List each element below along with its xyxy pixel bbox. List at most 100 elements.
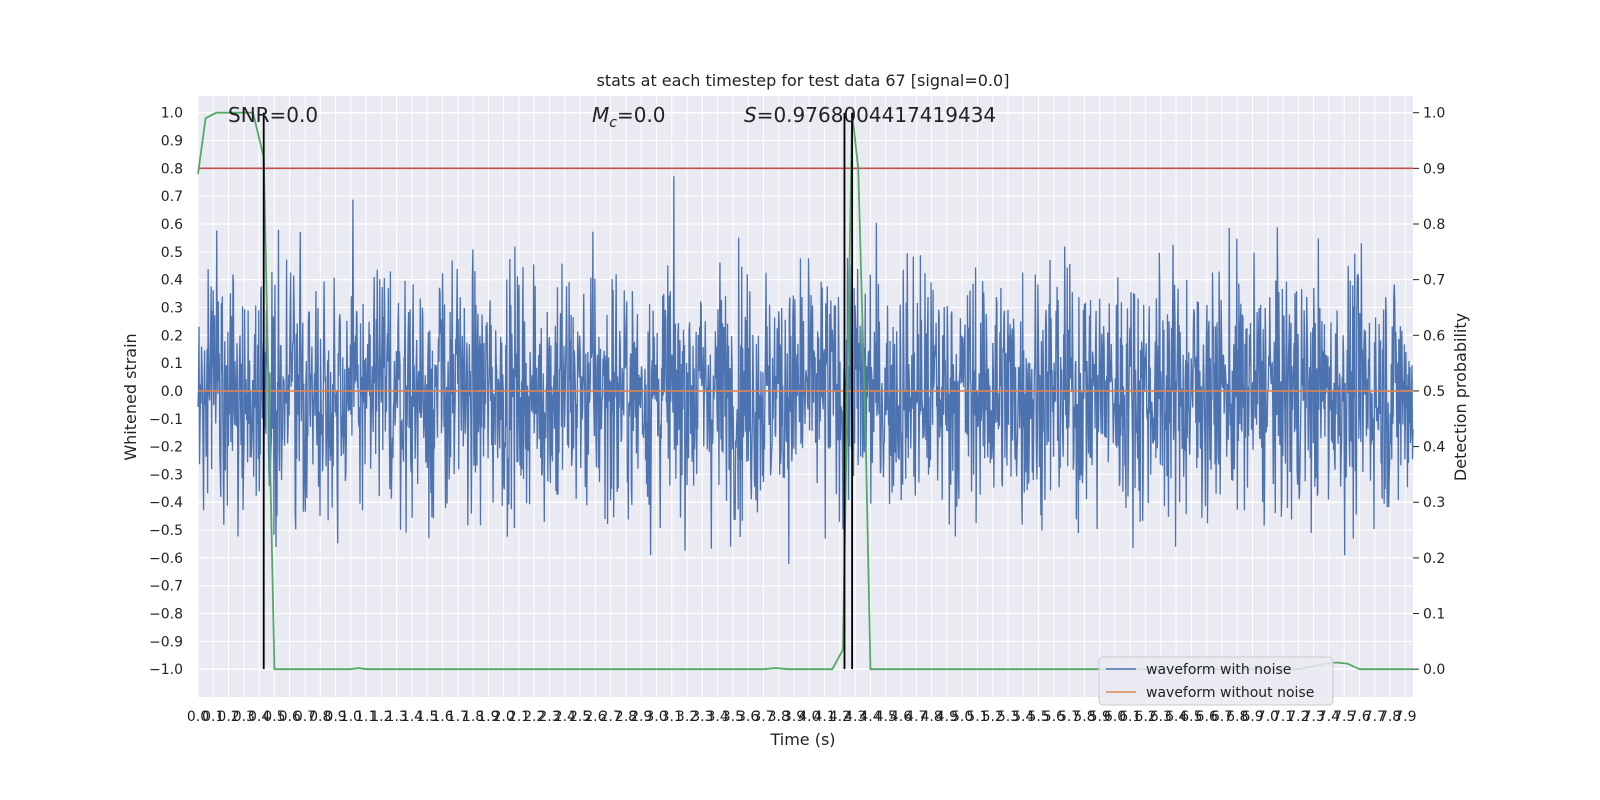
x-tick-label: 3.5 — [722, 709, 744, 725]
y-tick-label: 0.5 — [161, 245, 183, 261]
y-tick-label: 0.2 — [161, 328, 183, 344]
annotation-chirp-mass: Mc=0.0 — [592, 103, 666, 131]
y-tick-label: −0.9 — [149, 634, 183, 650]
y2-tick-label: 0.9 — [1423, 161, 1445, 177]
x-tick-label: 3.8 — [768, 709, 790, 725]
x-tick-label: 0.5 — [263, 709, 285, 725]
annotation-chirp-mass-symbol: M — [592, 103, 609, 127]
x-tick-label: 6.2 — [1134, 709, 1156, 725]
x-tick-label: 6.4 — [1165, 709, 1187, 725]
x-tick-label: 2.9 — [630, 709, 652, 725]
annotation-score-value: =0.9768004417419434 — [757, 103, 996, 127]
y2-tick-label: 0.3 — [1423, 495, 1445, 511]
x-tick-label: 1.5 — [416, 709, 438, 725]
x-tick-label: 1.9 — [477, 709, 499, 725]
legend: waveform with noise waveform without noi… — [1098, 656, 1334, 706]
annotation-snr: SNR=0.0 — [228, 103, 318, 127]
y-tick-label: −0.6 — [149, 551, 183, 567]
x-tick-label: 5.8 — [1073, 709, 1095, 725]
x-tick-label: 1.0 — [340, 709, 362, 725]
x-tick-label: 1.1 — [355, 709, 377, 725]
x-tick-label: 1.7 — [447, 709, 469, 725]
vertical-markers — [262, 112, 854, 670]
y-tick-label: −0.7 — [149, 579, 183, 595]
x-tick-label: 6.0 — [1104, 709, 1126, 725]
x-tick-label: 7.7 — [1364, 709, 1386, 725]
y2-tick-label: 0.8 — [1423, 217, 1445, 233]
legend-box — [1098, 656, 1334, 706]
x-tick-label: 6.5 — [1180, 709, 1202, 725]
y-tick-label: −0.8 — [149, 607, 183, 623]
x-tick-label: 5.6 — [1043, 709, 1065, 725]
x-tick-label: 7.9 — [1394, 709, 1416, 725]
y2-tick-label: 0.5 — [1423, 384, 1445, 400]
x-tick-label: 5.2 — [982, 709, 1004, 725]
y-tick-label: 0.9 — [161, 134, 183, 150]
y-tick-label: −0.2 — [149, 440, 183, 456]
legend-label-without-noise: waveform without noise — [1146, 685, 1314, 701]
x-tick-label: 5.9 — [1089, 709, 1111, 725]
y2-tick-label: 0.4 — [1423, 440, 1445, 456]
y-tick-label: −0.4 — [149, 495, 183, 511]
x-tick-label: 3.6 — [737, 709, 759, 725]
annotation-score-symbol: S — [744, 103, 757, 127]
x-tick-label: 2.8 — [615, 709, 637, 725]
y-tick-label: 0.1 — [161, 356, 183, 372]
x-tick-label: 4.8 — [920, 709, 942, 725]
x-tick-label: 5.1 — [966, 709, 988, 725]
x-tick-label: 4.1 — [813, 709, 835, 725]
series-waveform-with-noise — [197, 176, 1414, 565]
x-tick-label: 1.3 — [386, 709, 408, 725]
x-tick-label: 6.6 — [1196, 709, 1218, 725]
x-tick-label: 3.7 — [752, 709, 774, 725]
y2-tick-label: 0.7 — [1423, 273, 1445, 289]
x-tick-label: 0.8 — [309, 709, 331, 725]
x-tick-label: 6.8 — [1226, 709, 1248, 725]
y-tick-label: −1.0 — [149, 662, 183, 678]
y2-tick-label: 1.0 — [1423, 106, 1445, 122]
annotation-score: S=0.9768004417419434 — [744, 103, 996, 127]
x-tick-label: 4.6 — [890, 709, 912, 725]
x-tick-label: 0.0 — [187, 709, 209, 725]
x-tick-label: 5.7 — [1058, 709, 1080, 725]
x-tick-label: 0.2 — [217, 709, 239, 725]
x-tick-label: 5.4 — [1012, 709, 1034, 725]
annotation-chirp-mass-subscript: c — [609, 115, 617, 131]
x-tick-label: 3.1 — [661, 709, 683, 725]
x-tick-label: 0.6 — [279, 709, 301, 725]
x-tick-label: 0.7 — [294, 709, 316, 725]
y2-tick-label: 0.1 — [1423, 607, 1445, 623]
x-tick-label: 4.7 — [905, 709, 927, 725]
x-tick-label: 7.6 — [1348, 709, 1370, 725]
x-tick-label: 7.4 — [1318, 709, 1340, 725]
chart-title: stats at each timestep for test data 67 … — [597, 71, 1010, 90]
noise-trace — [197, 176, 1414, 565]
x-tick-label: 6.3 — [1150, 709, 1172, 725]
y-tick-label: 1.0 — [161, 106, 183, 122]
x-tick-label: 0.3 — [233, 709, 255, 725]
x-tick-label: 2.1 — [508, 709, 530, 725]
y-tick-label: −0.5 — [149, 523, 183, 539]
x-tick-label: 7.8 — [1379, 709, 1401, 725]
x-tick-label: 1.8 — [462, 709, 484, 725]
y-tick-label: 0.7 — [161, 189, 183, 205]
x-tick-label: 4.4 — [859, 709, 881, 725]
y2-axis-label: Detection probability — [1451, 313, 1470, 481]
x-tick-label: 0.4 — [248, 709, 270, 725]
x-tick-label: 6.9 — [1241, 709, 1263, 725]
x-tick-label: 0.1 — [202, 709, 224, 725]
y-axis-ticks: 1.0 0.9 0.8 0.7 0.6 0.5 0.4 0.3 0.2 0.1 0.0 −0.1 −0.… — [149, 106, 183, 678]
x-tick-label: 1.2 — [370, 709, 392, 725]
x-tick-label: 3.3 — [691, 709, 713, 725]
y-tick-label: 0.0 — [161, 384, 183, 400]
x-axis-ticks: 0.00.10.20.30.40.50.60.70.80.91.01.11.21… — [187, 709, 1417, 725]
x-tick-label: 0.9 — [324, 709, 346, 725]
x-tick-label: 1.6 — [431, 709, 453, 725]
y-tick-label: −0.3 — [149, 467, 183, 483]
y-axis-label: Whitened strain — [121, 333, 140, 460]
y-tick-label: 0.4 — [161, 273, 183, 289]
x-tick-label: 3.2 — [676, 709, 698, 725]
x-tick-label: 2.7 — [600, 709, 622, 725]
x-axis-label: Time (s) — [769, 730, 835, 749]
y2-tick-label: 0.0 — [1423, 662, 1445, 678]
